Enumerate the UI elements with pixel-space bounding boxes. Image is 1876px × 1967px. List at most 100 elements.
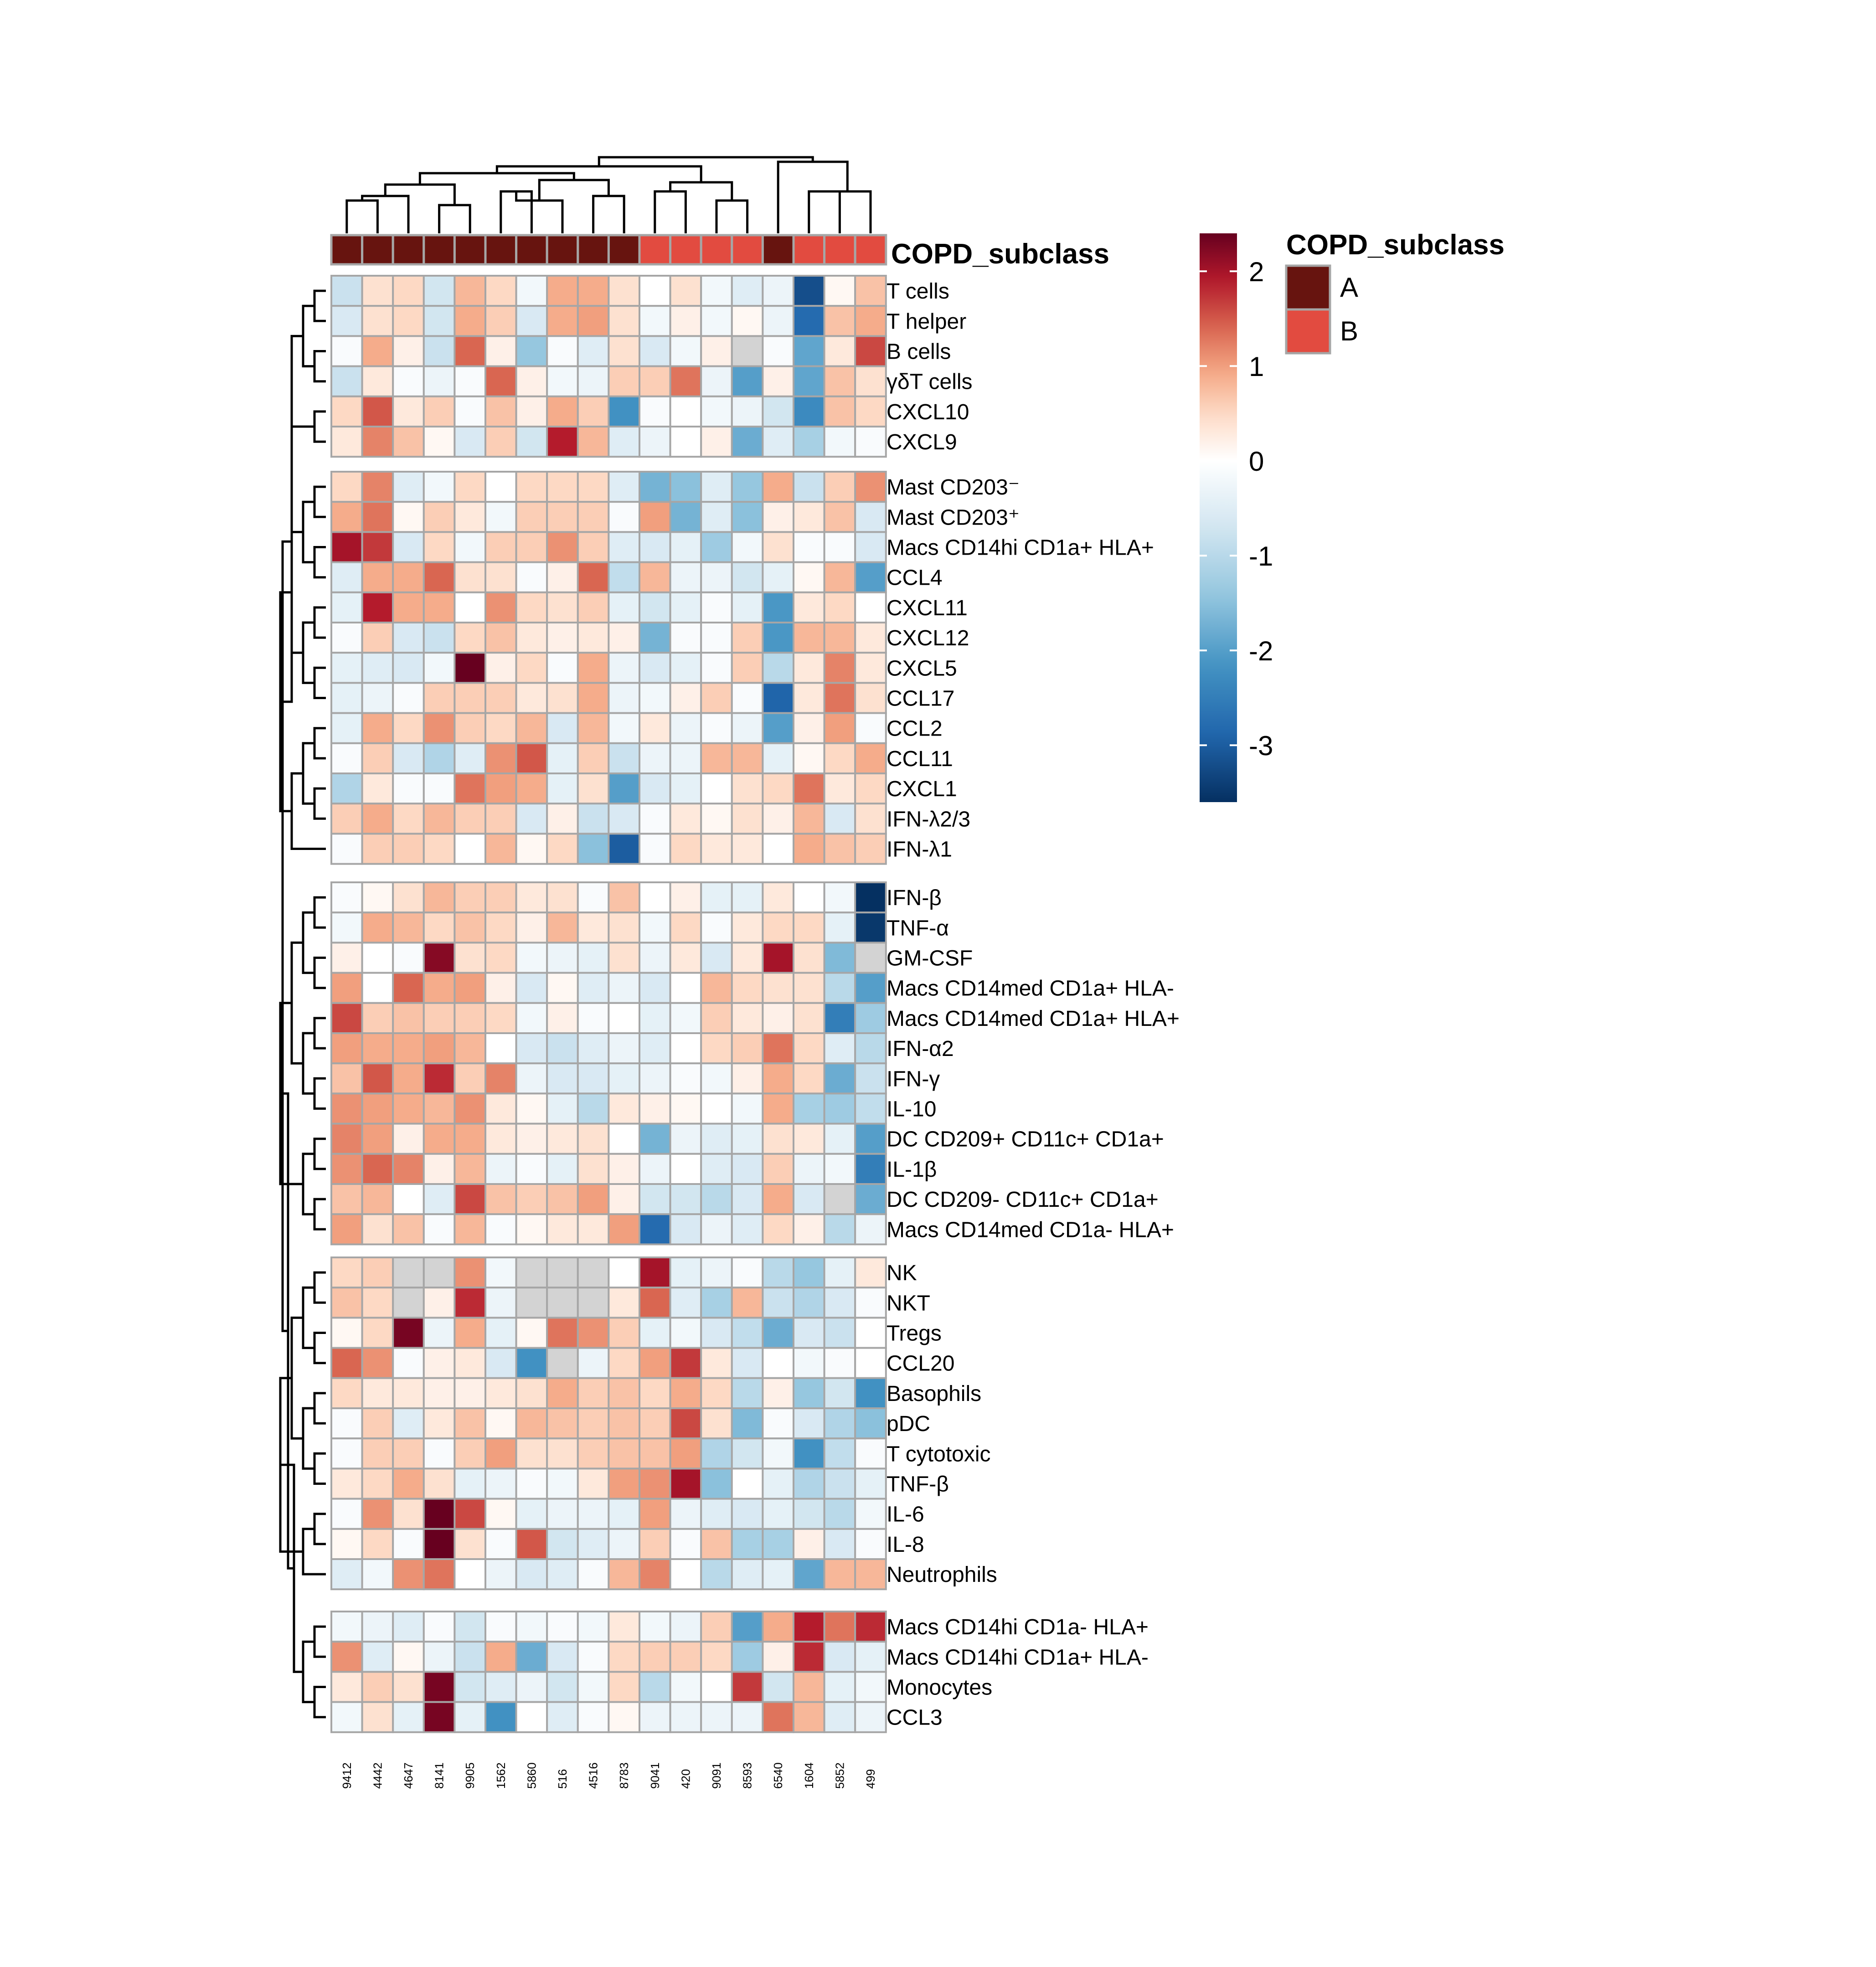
heatmap-cell [793,1256,825,1289]
heatmap-cell [669,531,702,563]
heatmap-cell [669,1032,702,1065]
heatmap-cell [577,1123,610,1155]
heatmap-cell [854,1468,887,1500]
row-label-dc-cd209-cd11c-cd1a: DC CD209+ CD11c+ CD1a+ [886,1128,1164,1152]
heatmap-cell [392,1558,425,1591]
heatmap-cell [330,1528,363,1560]
heatmap-cell [731,1153,764,1185]
heatmap-cell [454,1062,487,1095]
dendrogram-branch [592,195,625,233]
heatmap-cell [731,682,764,714]
heatmap-cell [577,911,610,944]
heatmap-cell [793,1641,825,1673]
heatmap-cell [731,911,764,944]
heatmap-cell [639,1611,671,1643]
heatmap-cell [823,622,856,654]
heatmap-cell [577,622,610,654]
heatmap-cell [608,742,641,775]
column-labels: 9412 4442 4647 8141 9905 1562 5860 516 4516 8783 9… [340,1762,877,1789]
heatmap-cell [577,1032,610,1065]
heatmap-cell [639,1671,671,1703]
heatmap-cell [546,1256,579,1289]
heatmap-cell [669,712,702,744]
heatmap-cell [330,942,363,974]
heatmap-cell [639,1256,671,1289]
heatmap-cell [423,1092,456,1125]
heatmap-cell [577,712,610,744]
heatmap-cell [423,1377,456,1410]
heatmap-cell [577,1153,610,1185]
heatmap-cell [392,1641,425,1673]
heatmap-cell [515,1701,548,1733]
heatmap-cell [823,1498,856,1530]
heatmap-cell [454,911,487,944]
heatmap-cell [762,1558,795,1591]
heatmap-cell [793,712,825,744]
heatmap-cell [330,561,363,593]
heatmap-cell [823,1062,856,1095]
heatmap-cell [361,622,394,654]
row-label-ccl3: CCL3 [886,1706,943,1730]
heatmap-cell [762,712,795,744]
heatmap-cell [854,1213,887,1246]
heatmap-cell [793,833,825,865]
heatmap-cell [639,591,671,624]
heatmap-cell [731,305,764,337]
heatmap-cell [361,942,394,974]
heatmap-cell [454,972,487,1004]
heatmap-cell [423,1437,456,1470]
heatmap-cell [823,426,856,458]
heatmap-cell [762,1528,795,1560]
heatmap-cell [854,275,887,307]
heatmap-cell [361,1062,394,1095]
heatmap-cell [454,742,487,775]
heatmap-cell [577,1437,610,1470]
row-label-cxcl5: CXCL5 [886,656,957,680]
heatmap-cell [484,1377,517,1410]
dendrogram-branch [281,540,292,1332]
heatmap-cell [484,942,517,974]
heatmap-cell [361,1032,394,1065]
heatmap-cell [484,622,517,654]
heatmap-cell [330,1153,363,1185]
heatmap-cell [454,1092,487,1125]
heatmap-cell [361,1437,394,1470]
heatmap-cell [639,1528,671,1560]
heatmap-cell [330,395,363,427]
heatmap-cell [546,531,579,563]
column-label-8141: 8141 [433,1762,446,1789]
heatmap-cell [515,1153,548,1185]
dendrogram-branch [302,1153,314,1215]
heatmap-cell [700,501,733,533]
heatmap-cell [577,803,610,835]
annotation-cell-8141 [423,234,456,266]
heatmap-cell [700,1317,733,1349]
heatmap-cell [854,1062,887,1095]
dendrogram-branch [290,1316,303,1440]
heatmap-cell [392,1062,425,1095]
heatmap-cell [484,1153,517,1185]
dendrogram-branch [313,1017,326,1050]
heatmap-cell [669,1701,702,1733]
heatmap-cell [639,1437,671,1470]
heatmap-cell [793,881,825,914]
heatmap-cell [515,1183,548,1215]
heatmap-cell [546,942,579,974]
heatmap-cell [515,426,548,458]
heatmap-cell [762,772,795,805]
heatmap-cell [546,471,579,503]
heatmap-cell [700,335,733,367]
heatmap-cell [546,275,579,307]
heatmap-cell [700,1407,733,1440]
heatmap-cell [361,1183,394,1215]
heatmap-cell [515,1032,548,1065]
heatmap-cell [762,833,795,865]
heatmap-cell [515,1558,548,1591]
heatmap-cell [423,591,456,624]
row-label-cxcl11: CXCL11 [886,596,968,620]
heatmap-cell [823,1377,856,1410]
heatmap-cell [793,365,825,397]
heatmap-cell [854,1317,887,1349]
column-label-4516: 4516 [587,1762,600,1789]
heatmap-cell [823,1317,856,1349]
